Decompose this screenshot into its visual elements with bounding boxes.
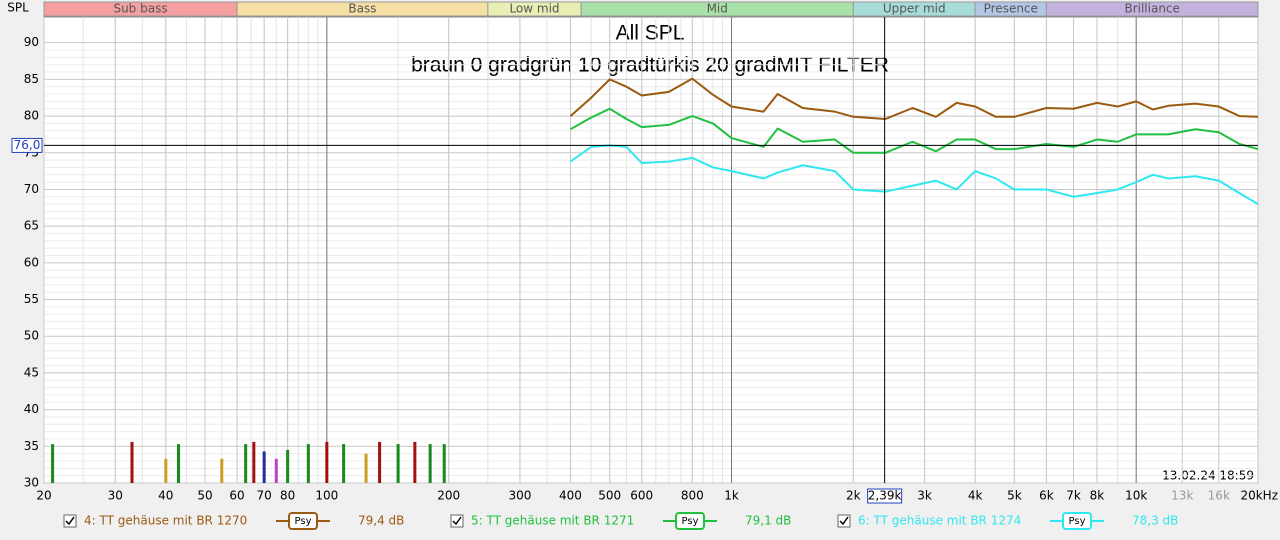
x-tick-label: 16k xyxy=(1208,489,1230,503)
x-tick-label: 3k xyxy=(917,489,932,503)
y-tick-label: 40 xyxy=(24,402,39,416)
level-bar xyxy=(428,444,432,483)
legend-label: 5: TT gehäuse mit BR 1271 xyxy=(471,514,634,528)
x-tick-label: 500 xyxy=(598,489,621,503)
band-label: Presence xyxy=(984,2,1038,16)
x-tick-label: 200 xyxy=(437,489,460,503)
x-tick-label: 70 xyxy=(257,489,272,503)
legend-label: 6: TT gehäuse mit BR 1274 xyxy=(858,514,1021,528)
level-bar xyxy=(306,444,310,483)
level-bar xyxy=(413,441,417,483)
band-label: Low mid xyxy=(509,2,559,16)
x-tick-label: 300 xyxy=(508,489,531,503)
x-tick-label: 40 xyxy=(158,489,173,503)
band-label: Bass xyxy=(348,2,376,16)
level-bar xyxy=(164,458,168,483)
legend-smoothing: Psy xyxy=(682,516,699,527)
legend-swatch-box xyxy=(675,512,705,530)
cursor-label: 76,0 xyxy=(14,138,41,152)
x-tick-label: 20 xyxy=(36,489,51,503)
band-label: Sub bass xyxy=(113,2,167,16)
x-tick-label: 1k xyxy=(724,489,739,503)
legend-level: 79,1 dB xyxy=(745,514,791,528)
y-tick-label: 45 xyxy=(24,365,39,379)
x-tick-label: 13k xyxy=(1171,489,1193,503)
series-line xyxy=(569,77,1259,121)
level-bar xyxy=(325,441,329,483)
y-tick-label: 85 xyxy=(24,72,39,86)
legend-smoothing: Psy xyxy=(295,516,312,527)
band-label: Brilliance xyxy=(1124,2,1179,16)
level-bar xyxy=(342,444,346,483)
x-tick-label: 10k xyxy=(1125,489,1147,503)
level-bar xyxy=(252,441,256,483)
y-tick-label: 90 xyxy=(24,35,39,49)
level-bar xyxy=(244,444,248,483)
x-tick-label: 5k xyxy=(1007,489,1022,503)
x-tick-label: 4k xyxy=(968,489,983,503)
x-tick-label: 100 xyxy=(315,489,338,503)
x-tick-label: 6k xyxy=(1039,489,1054,503)
cursor-label: 2,39k xyxy=(868,489,902,503)
series-line xyxy=(569,107,1259,154)
legend-check xyxy=(65,516,75,526)
x-tick-label: 60 xyxy=(229,489,244,503)
y-tick-label: 65 xyxy=(24,219,39,233)
level-bar xyxy=(220,458,224,483)
legend-label: 4: TT gehäuse mit BR 1270 xyxy=(84,514,247,528)
y-axis-label: SPL xyxy=(7,1,29,15)
legend-check xyxy=(839,516,849,526)
y-tick-label: 50 xyxy=(24,329,39,343)
cursor-box xyxy=(11,137,43,153)
level-bar xyxy=(130,441,134,483)
legend-checkbox xyxy=(450,514,464,528)
y-tick-label: 30 xyxy=(24,476,39,490)
band-label: Upper mid xyxy=(883,2,946,16)
legend-smoothing: Psy xyxy=(1069,516,1086,527)
level-bar xyxy=(262,451,266,483)
band xyxy=(1045,1,1259,17)
legend-checkbox xyxy=(63,514,77,528)
chart-title: All SPL xyxy=(616,22,685,45)
y-tick-label: 35 xyxy=(24,439,39,453)
level-bar xyxy=(51,444,55,483)
series-line xyxy=(569,144,1259,205)
x-tick-label: 80 xyxy=(280,489,295,503)
level-bar xyxy=(442,444,446,483)
legend-swatch-box xyxy=(288,512,318,530)
level-bar xyxy=(396,444,400,483)
x-tick-label: 50 xyxy=(197,489,212,503)
level-bar xyxy=(177,444,181,483)
level-bar xyxy=(364,453,368,483)
level-bar xyxy=(286,449,290,483)
cursor-box xyxy=(867,488,903,504)
y-tick-label: 80 xyxy=(24,109,39,123)
x-tick-label: 400 xyxy=(559,489,582,503)
x-tick-label: 8k xyxy=(1090,489,1105,503)
band-label: Mid xyxy=(707,2,728,16)
level-bar xyxy=(378,441,382,483)
y-tick-label: 70 xyxy=(24,182,39,196)
x-tick-label: 20kHz xyxy=(1240,489,1278,503)
x-tick-label: 800 xyxy=(681,489,704,503)
y-tick-label: 60 xyxy=(24,255,39,269)
legend-checkbox xyxy=(837,514,851,528)
x-tick-label: 7k xyxy=(1066,489,1081,503)
legend-check xyxy=(452,516,462,526)
legend-level: 78,3 dB xyxy=(1132,514,1178,528)
y-tick-label: 55 xyxy=(24,292,39,306)
legend-swatch-box xyxy=(1062,512,1092,530)
x-tick-label: 600 xyxy=(630,489,653,503)
level-bar xyxy=(274,458,278,483)
x-tick-label: 30 xyxy=(108,489,123,503)
x-tick-label: 2k xyxy=(846,489,861,503)
legend-level: 79,4 dB xyxy=(358,514,404,528)
